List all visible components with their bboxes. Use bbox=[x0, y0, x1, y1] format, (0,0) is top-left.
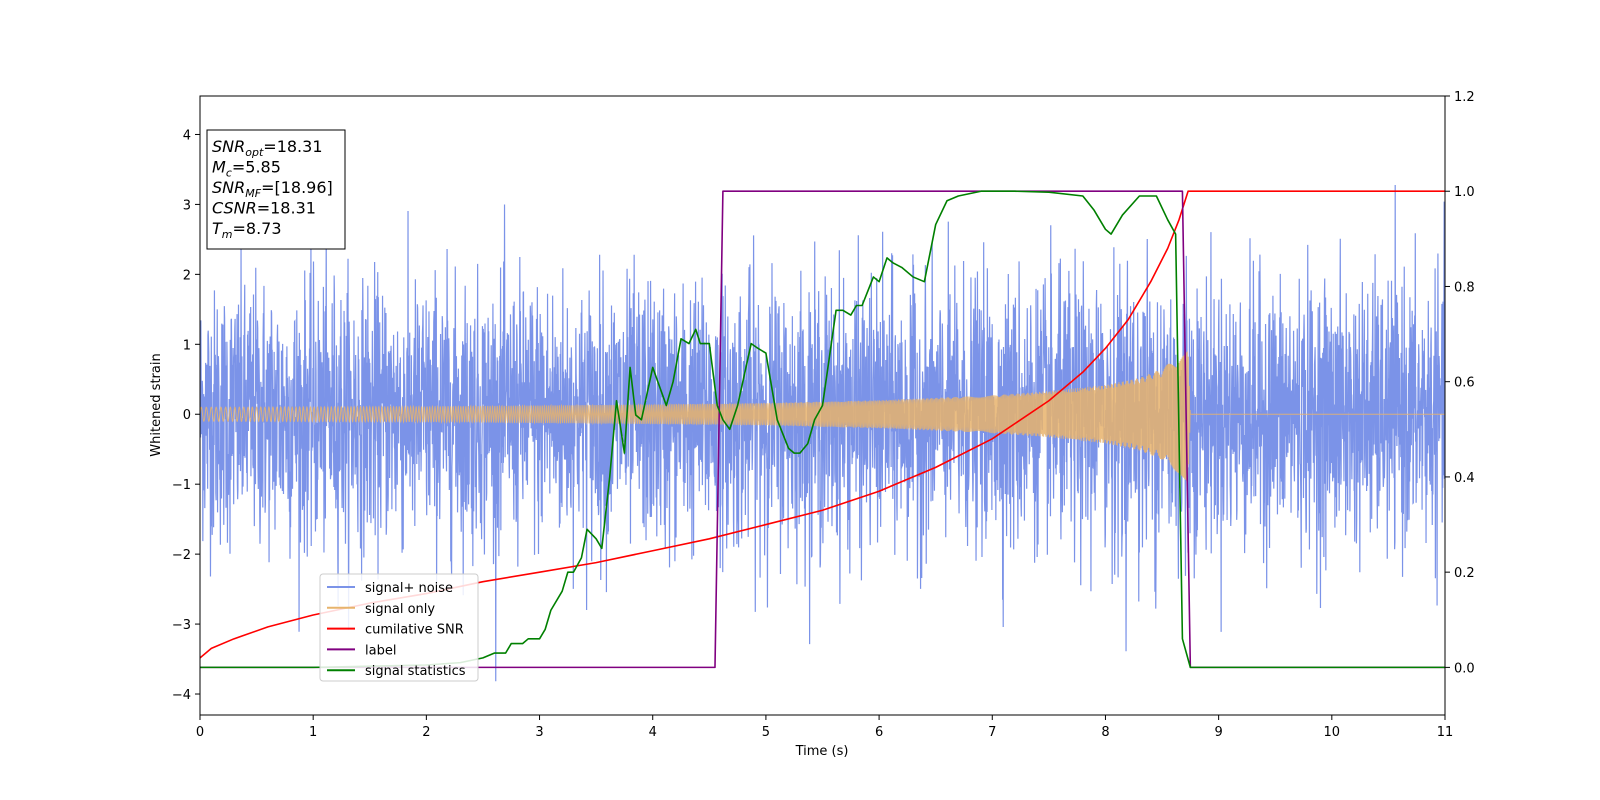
annotation-line: SNRMF=[18.96] bbox=[212, 178, 333, 200]
x-tick-label: 6 bbox=[875, 725, 883, 740]
x-tick-label: 2 bbox=[422, 725, 430, 740]
y-right-tick-label: 0.4 bbox=[1454, 471, 1475, 486]
y-right-tick-label: 0.0 bbox=[1454, 661, 1475, 676]
y-right-tick-label: 0.8 bbox=[1454, 280, 1475, 295]
series-signal-statistics-line bbox=[200, 190, 1445, 669]
annotation-line: SNRopt=18.31 bbox=[212, 137, 323, 159]
y-tick-label: −4 bbox=[172, 688, 191, 703]
x-tick-label: 8 bbox=[1101, 725, 1109, 740]
y-axis-label: Whitened strain bbox=[149, 353, 164, 456]
legend-entry: label bbox=[365, 643, 396, 658]
annotation-line: Tm=8.73 bbox=[212, 219, 282, 241]
x-tick-label: 4 bbox=[649, 725, 657, 740]
x-axis-label: Time (s) bbox=[795, 744, 849, 759]
y-tick-label: 4 bbox=[183, 128, 191, 143]
x-axis: 0 1 2 3 4 5 6 7 8 9 10 11 bbox=[196, 715, 1453, 740]
annotation-line: CSNR=18.31 bbox=[212, 199, 316, 218]
x-tick-label: 10 bbox=[1324, 725, 1341, 740]
x-tick-label: 5 bbox=[762, 725, 770, 740]
y-right-tick-label: 0.2 bbox=[1454, 566, 1475, 581]
x-tick-label: 11 bbox=[1437, 725, 1454, 740]
x-tick-label: 1 bbox=[309, 725, 317, 740]
legend-frame bbox=[319, 573, 479, 682]
legend-entry: signal only bbox=[365, 602, 435, 617]
y-tick-label: −2 bbox=[172, 548, 191, 563]
x-tick-label: 0 bbox=[196, 725, 204, 740]
y-tick-label: 2 bbox=[183, 268, 191, 283]
plot-frame bbox=[199, 95, 1446, 716]
y-right-tick-label: 0.6 bbox=[1454, 376, 1475, 391]
x-tick-label: 9 bbox=[1214, 725, 1222, 740]
y-axis-right: 0.0 0.2 0.4 0.6 0.8 1.0 1.2 bbox=[1445, 90, 1475, 676]
y-right-tick-label: 1.0 bbox=[1454, 185, 1475, 200]
x-tick-label: 3 bbox=[535, 725, 543, 740]
y-tick-label: 0 bbox=[183, 408, 191, 423]
legend: signal+ noise signal only cumilative SNR la… bbox=[319, 573, 479, 682]
y-tick-label: 1 bbox=[183, 338, 191, 353]
y-tick-label: −1 bbox=[172, 478, 191, 493]
legend-entry: signal+ noise bbox=[365, 581, 453, 596]
annotation-box: SNRopt=18.31Mc=5.85SNRMF=[18.96]CSNR=18.… bbox=[206, 129, 346, 250]
annotation-line: Mc=5.85 bbox=[212, 158, 281, 180]
y-right-tick-label: 1.2 bbox=[1454, 90, 1475, 105]
y-tick-label: 3 bbox=[183, 198, 191, 213]
annotation-frame bbox=[206, 129, 346, 250]
y-tick-label: −3 bbox=[172, 618, 191, 633]
y-axis-left: −4 −3 −2 −1 0 1 2 3 4 bbox=[172, 128, 200, 703]
legend-entry: cumilative SNR bbox=[365, 623, 464, 638]
x-tick-label: 7 bbox=[988, 725, 996, 740]
legend-entry: signal statistics bbox=[365, 664, 466, 679]
